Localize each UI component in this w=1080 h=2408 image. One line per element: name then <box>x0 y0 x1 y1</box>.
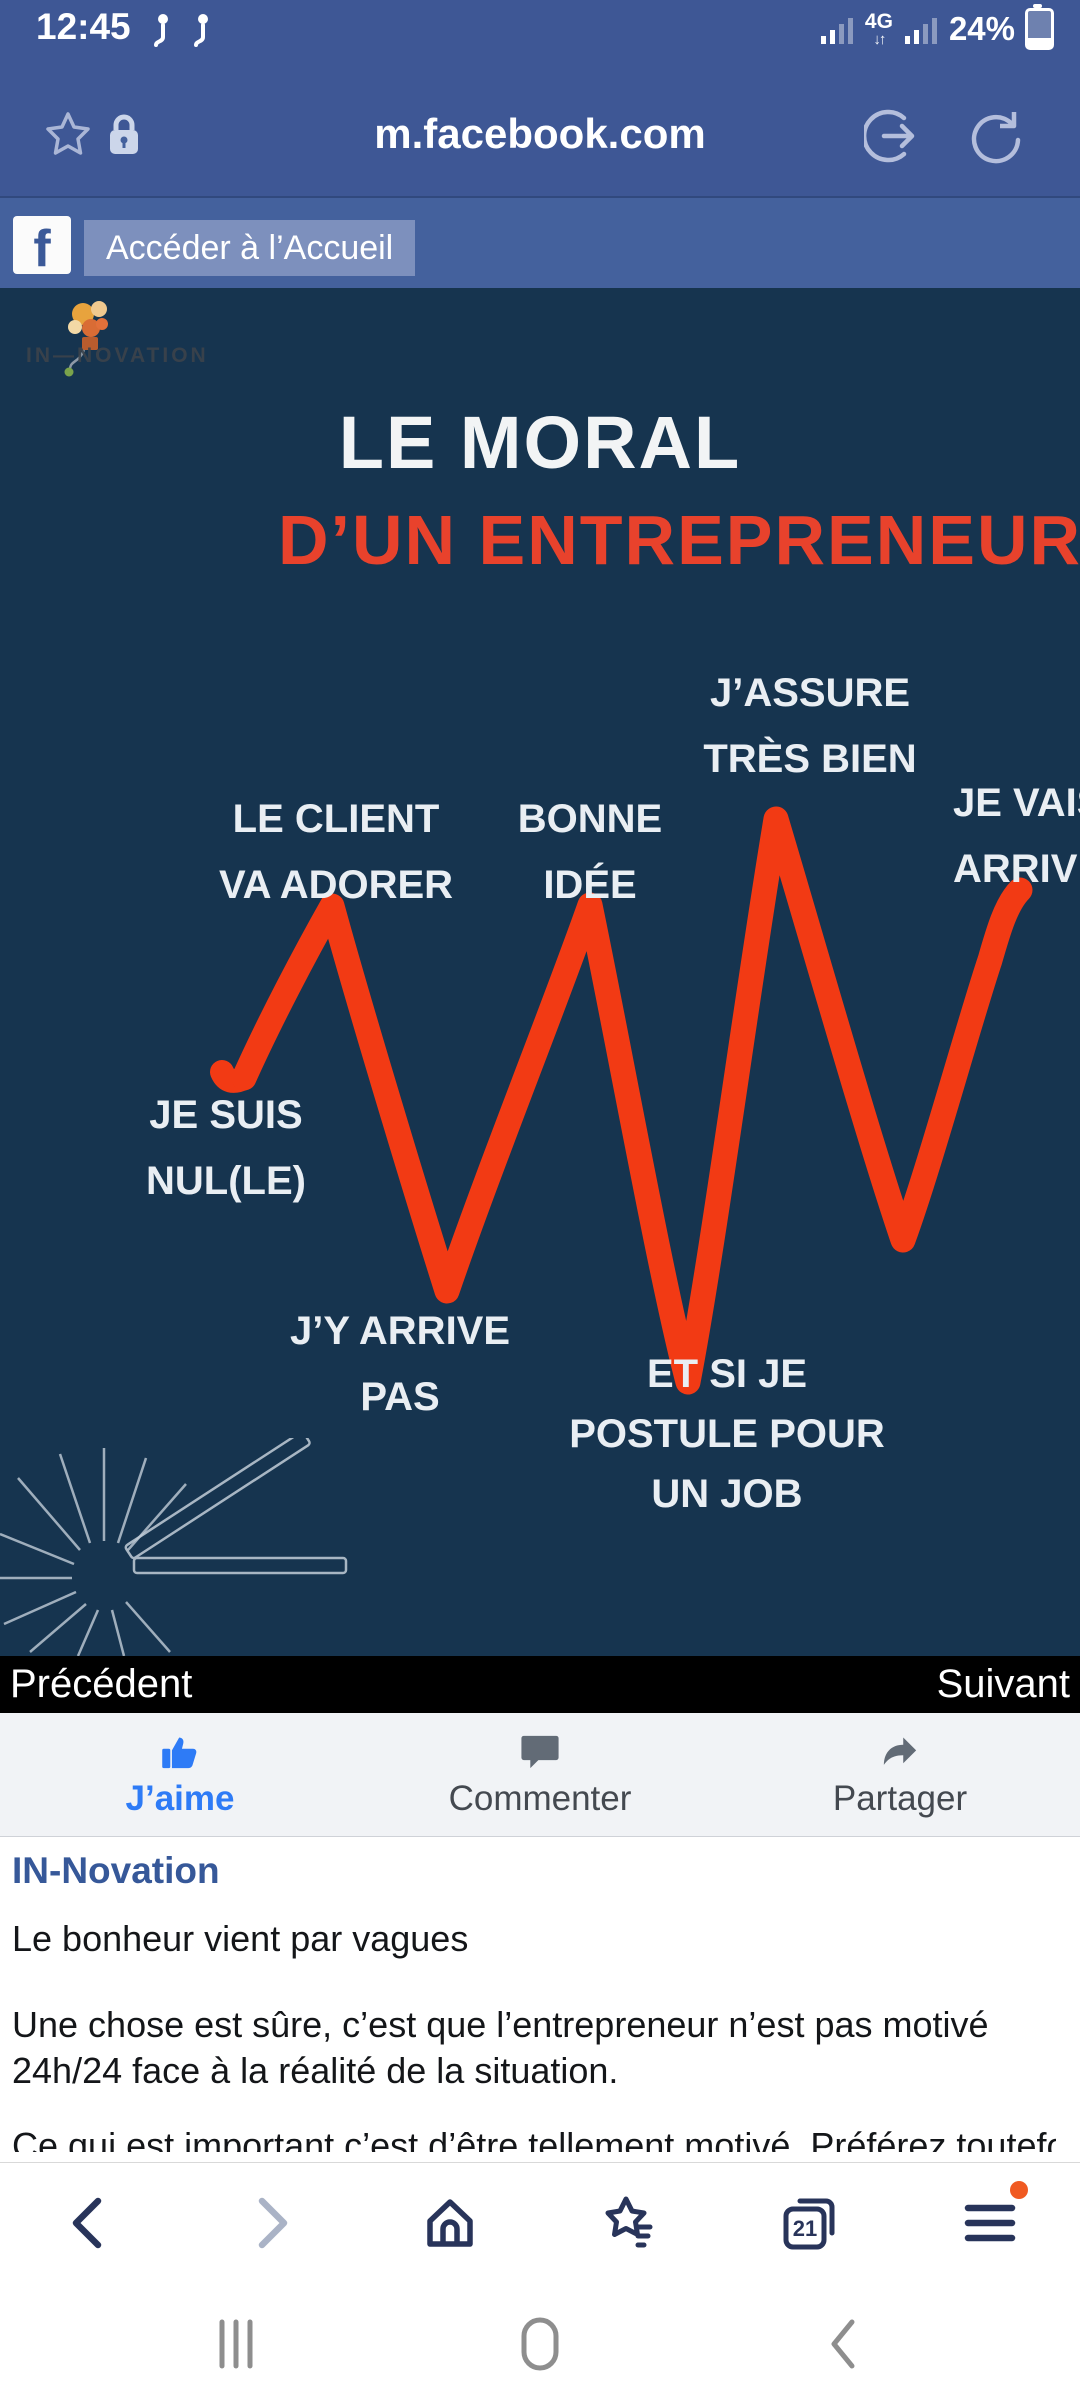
home-button-android[interactable] <box>508 2312 572 2376</box>
post-text-paragraph: Une chose est sûre, c’est que l’entrepre… <box>12 2004 989 2091</box>
curve-label-je-vais-arriver: JE VAIS ARRIVER <box>953 781 1080 891</box>
go-to-page-icon[interactable] <box>864 108 920 164</box>
comment-button[interactable]: Commenter <box>360 1713 720 1836</box>
curve-label-je-suis-nulle: JE SUIS NUL(LE) <box>146 1093 306 1203</box>
url-text[interactable]: m.facebook.com <box>374 110 706 157</box>
android-navigation-bar <box>0 2290 1080 2408</box>
in-novation-brand-text: IN—NOVATION <box>26 344 209 367</box>
lock-icon <box>110 114 138 154</box>
share-button[interactable]: Partager <box>720 1713 1080 1836</box>
tabs-icon: 21 <box>783 2198 835 2250</box>
post-action-bar: J’aime Commenter Partager <box>0 1713 1080 1837</box>
notification-icon <box>194 14 208 47</box>
curve-label-postule-job: ET SI JE POSTULE POUR UN JOB <box>569 1352 885 1516</box>
bookmark-star-icon[interactable] <box>42 108 94 160</box>
comment-label: Commenter <box>448 1778 632 1818</box>
like-button[interactable]: J’aime <box>0 1713 360 1836</box>
status-bar: 12:45 4G ↓↑ <box>0 0 1080 56</box>
notification-icon <box>154 14 168 47</box>
tabs-button[interactable]: 21 <box>778 2191 842 2255</box>
menu-button[interactable] <box>958 2181 1028 2255</box>
signal-icon <box>904 18 937 44</box>
back-button-android[interactable] <box>812 2312 876 2376</box>
previous-link[interactable]: Précédent <box>10 1662 193 1706</box>
comment-bubble-icon <box>521 1735 559 1768</box>
post-author-link[interactable]: IN-Novation <box>12 1850 220 1891</box>
meme-title-line1: LE MORAL <box>338 401 742 484</box>
meme-title-line2: D’UN ENTREPRENEUR <box>278 501 1080 579</box>
browser-toolbar: 21 <box>0 2163 1080 2290</box>
post-text-clipped-line: Ce qui est important c’est d’être tellem… <box>12 2126 1056 2152</box>
signal-icon <box>820 18 853 44</box>
status-indicators: 4G ↓↑ 24% <box>819 4 1054 50</box>
back-chevron-icon <box>72 2197 102 2249</box>
curve-label-client: LE CLIENT VA ADORER <box>218 797 454 907</box>
share-label: Partager <box>832 1778 968 1818</box>
share-arrow-icon <box>883 1736 917 1765</box>
recents-button[interactable] <box>204 2312 268 2376</box>
tab-count: 21 <box>793 2216 817 2241</box>
divider <box>0 2162 1080 2163</box>
like-label: J’aime <box>125 1778 235 1818</box>
top-bar: 12:45 4G ↓↑ <box>0 0 1080 196</box>
facebook-logo[interactable]: f <box>13 216 71 274</box>
home-button[interactable] <box>418 2191 482 2255</box>
refresh-icon[interactable] <box>968 108 1024 164</box>
battery-icon <box>1025 4 1054 50</box>
go-home-button[interactable]: Accéder à l’Accueil <box>84 220 416 276</box>
clock: 12:45 <box>36 6 131 47</box>
notification-icons <box>150 12 216 48</box>
browser-address-bar[interactable]: m.facebook.com <box>0 96 1080 186</box>
home-icon <box>427 2199 473 2247</box>
thumbs-up-icon <box>162 1736 197 1768</box>
menu-notification-dot <box>1010 2181 1028 2199</box>
image-pager: Précédent Suivant <box>0 1656 1080 1713</box>
post-image[interactable]: IN—NOVATION LE MORAL D’UN ENTREPRENEUR L… <box>0 288 1080 1656</box>
forward-chevron-icon <box>258 2197 288 2249</box>
bookmarks-button[interactable] <box>598 2191 662 2255</box>
back-button[interactable] <box>58 2191 122 2255</box>
battery-percent: 24% <box>948 10 1015 47</box>
post-text-line: Le bonheur vient par vagues <box>12 1918 469 1959</box>
curve-label-bonne-idee: BONNE IDÉE <box>517 797 663 907</box>
forward-button[interactable] <box>238 2191 302 2255</box>
in-novation-logo-icon <box>64 301 108 377</box>
curve-label-assure: J’ASSURE TRÈS BIEN <box>703 671 917 781</box>
bookmarks-star-icon <box>605 2196 653 2248</box>
next-link[interactable]: Suivant <box>936 1662 1070 1706</box>
facebook-header: f Accéder à l’Accueil <box>0 196 1080 288</box>
curve-label-jy-arrive-pas: J’Y ARRIVE PAS <box>289 1309 511 1419</box>
hamburger-menu-icon <box>964 2204 1016 2242</box>
starburst-icon <box>0 1438 348 1656</box>
morale-curve <box>210 806 1033 1395</box>
post-body: IN-Novation Le bonheur vient par vagues … <box>0 1838 1080 2162</box>
network-type: 4G ↓↑ <box>864 10 893 48</box>
